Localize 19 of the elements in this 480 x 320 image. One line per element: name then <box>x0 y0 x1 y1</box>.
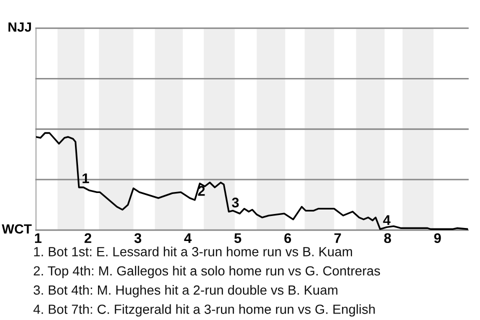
annotation: 2 <box>198 186 205 196</box>
annotation: 1 <box>82 174 90 184</box>
text: 1. Bot 1st: E. Lessard hit a 3-run home run vs B. Kuam <box>34 246 352 256</box>
annotation: 3 <box>232 198 239 208</box>
ref-line-label: NJJ <box>8 22 31 32</box>
ref-line-label: WCT <box>2 224 32 234</box>
x-tick-label: 4 <box>184 233 192 243</box>
annotation: 4 <box>383 215 391 225</box>
x-tick-label: 9 <box>434 233 441 244</box>
text: 2. Top 4th: M. Gallegos hit a solo home run vs G. Contreras <box>34 266 380 278</box>
x-tick-label: 1 <box>35 233 42 243</box>
x-tick-label: 2 <box>84 233 92 243</box>
x-tick-label: 8 <box>384 233 392 244</box>
x-tick-label: 3 <box>134 233 142 244</box>
x-tick-label: 6 <box>284 233 292 244</box>
text: 3. Bot 4th: M. Hughes hit a 2-run double vs B. Kuam <box>34 285 338 298</box>
text: 4. Bot 7th: C. Fitzgerald hit a 3-run home run vs G. English <box>33 304 375 317</box>
x-tick-label: 7 <box>334 233 341 243</box>
x-tick-label: 5 <box>234 233 242 244</box>
